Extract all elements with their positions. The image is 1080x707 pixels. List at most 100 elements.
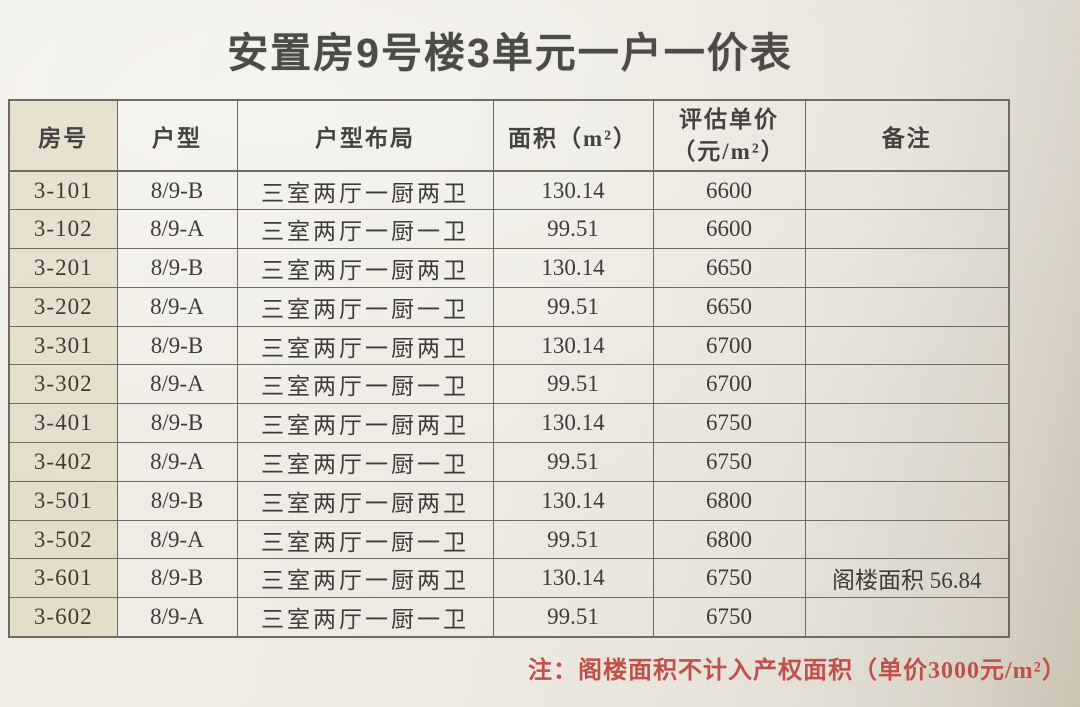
header-price: 评估单价 （元/m²） bbox=[652, 99, 806, 172]
cell-price: 6750 bbox=[652, 403, 806, 444]
cell-remark: 阁楼面积 56.84 bbox=[804, 558, 1010, 599]
cell-layout: 三室两厅一厨一卫 bbox=[236, 364, 494, 405]
table-row: 3-202 8/9-A 三室两厅一厨一卫 99.51 6650 bbox=[8, 286, 1010, 327]
cell-area: 130.14 bbox=[492, 170, 654, 211]
cell-type: 8/9-B bbox=[116, 248, 238, 288]
cell-layout: 三室两厅一厨两卫 bbox=[236, 248, 494, 288]
header-room: 房号 bbox=[8, 99, 118, 172]
header-row: 房号 户型 户型布局 面积（m²） 评估单价 （元/m²） 备注 bbox=[8, 99, 1010, 172]
table-row: 3-402 8/9-A 三室两厅一厨一卫 99.51 6750 bbox=[8, 442, 1010, 482]
table-body: 3-101 8/9-B 三室两厅一厨两卫 130.14 6600 3-102 8… bbox=[8, 170, 1010, 638]
cell-price: 6700 bbox=[652, 325, 806, 366]
cell-area: 99.51 bbox=[492, 209, 654, 250]
table-row: 3-301 8/9-B 三室两厅一厨两卫 130.14 6700 bbox=[8, 325, 1010, 366]
cell-remark bbox=[804, 209, 1010, 250]
header-remark: 备注 bbox=[804, 99, 1010, 172]
cell-type: 8/9-A bbox=[116, 442, 238, 482]
cell-remark bbox=[804, 519, 1010, 560]
header-area: 面积（m²） bbox=[492, 99, 654, 172]
cell-room: 3-101 bbox=[8, 170, 118, 211]
cell-price: 6600 bbox=[652, 170, 806, 211]
cell-price: 6750 bbox=[652, 597, 806, 638]
cell-room: 3-402 bbox=[8, 442, 118, 482]
cell-layout: 三室两厅一厨两卫 bbox=[236, 558, 494, 599]
table-row: 3-201 8/9-B 三室两厅一厨两卫 130.14 6650 bbox=[8, 248, 1010, 288]
cell-layout: 三室两厅一厨一卫 bbox=[236, 442, 494, 482]
page-title: 安置房9号楼3单元一户一价表 bbox=[227, 30, 793, 76]
cell-remark bbox=[804, 364, 1010, 405]
cell-price: 6750 bbox=[652, 558, 806, 599]
table-row: 3-602 8/9-A 三室两厅一厨一卫 99.51 6750 bbox=[8, 597, 1010, 638]
cell-layout: 三室两厅一厨两卫 bbox=[236, 325, 494, 366]
cell-area: 130.14 bbox=[492, 480, 654, 521]
cell-room: 3-202 bbox=[8, 286, 118, 327]
cell-price: 6800 bbox=[652, 480, 806, 521]
header-type: 户型 bbox=[116, 99, 238, 172]
cell-type: 8/9-B bbox=[116, 170, 238, 211]
cell-remark bbox=[804, 325, 1010, 366]
cell-layout: 三室两厅一厨一卫 bbox=[236, 597, 494, 638]
cell-area: 130.14 bbox=[492, 325, 654, 366]
cell-type: 8/9-B bbox=[116, 325, 238, 366]
cell-remark bbox=[804, 597, 1010, 638]
table-header: 房号 户型 户型布局 面积（m²） 评估单价 （元/m²） 备注 bbox=[8, 99, 1010, 172]
cell-area: 99.51 bbox=[492, 442, 654, 482]
cell-room: 3-501 bbox=[8, 480, 118, 521]
table-row: 3-601 8/9-B 三室两厅一厨两卫 130.14 6750 阁楼面积 56… bbox=[8, 558, 1010, 599]
cell-area: 130.14 bbox=[492, 403, 654, 444]
table-row: 3-101 8/9-B 三室两厅一厨两卫 130.14 6600 bbox=[8, 170, 1010, 211]
cell-layout: 三室两厅一厨两卫 bbox=[236, 480, 494, 521]
cell-remark bbox=[804, 442, 1010, 482]
cell-room: 3-301 bbox=[8, 325, 118, 366]
cell-room: 3-102 bbox=[8, 209, 118, 250]
cell-area: 99.51 bbox=[492, 286, 654, 327]
cell-remark bbox=[804, 170, 1010, 211]
header-price-line1: 评估单价 bbox=[679, 107, 779, 133]
cell-room: 3-602 bbox=[8, 597, 118, 638]
cell-area: 130.14 bbox=[492, 558, 654, 599]
cell-price: 6650 bbox=[652, 286, 806, 327]
cell-room: 3-302 bbox=[8, 364, 118, 405]
cell-price: 6650 bbox=[652, 248, 806, 288]
table-row: 3-302 8/9-A 三室两厅一厨一卫 99.51 6700 bbox=[8, 364, 1010, 405]
cell-layout: 三室两厅一厨一卫 bbox=[236, 519, 494, 560]
cell-price: 6700 bbox=[652, 364, 806, 405]
cell-remark bbox=[804, 480, 1010, 521]
cell-type: 8/9-A bbox=[116, 519, 238, 560]
header-layout: 户型布局 bbox=[236, 99, 494, 172]
cell-remark bbox=[804, 403, 1010, 444]
cell-room: 3-502 bbox=[8, 519, 118, 560]
cell-type: 8/9-A bbox=[116, 209, 238, 250]
cell-type: 8/9-B bbox=[116, 403, 238, 444]
cell-remark bbox=[804, 248, 1010, 288]
table-row: 3-501 8/9-B 三室两厅一厨两卫 130.14 6800 bbox=[8, 480, 1010, 521]
cell-room: 3-201 bbox=[8, 248, 118, 288]
cell-layout: 三室两厅一厨两卫 bbox=[236, 170, 494, 211]
cell-area: 130.14 bbox=[492, 248, 654, 288]
cell-area: 99.51 bbox=[492, 364, 654, 405]
cell-type: 8/9-A bbox=[116, 286, 238, 327]
cell-price: 6800 bbox=[652, 519, 806, 560]
cell-price: 6750 bbox=[652, 442, 806, 482]
table-row: 3-102 8/9-A 三室两厅一厨一卫 99.51 6600 bbox=[8, 209, 1010, 250]
cell-area: 99.51 bbox=[492, 597, 654, 638]
cell-room: 3-401 bbox=[8, 403, 118, 444]
footnote-text: 阁楼面积不计入产权面积（单价3000元/m²） bbox=[578, 658, 1067, 684]
cell-layout: 三室两厅一厨一卫 bbox=[236, 209, 494, 250]
cell-price: 6600 bbox=[652, 209, 806, 250]
cell-type: 8/9-A bbox=[116, 364, 238, 405]
footnote-prefix: 注： bbox=[528, 658, 578, 684]
cell-layout: 三室两厅一厨两卫 bbox=[236, 403, 494, 444]
table-row: 3-502 8/9-A 三室两厅一厨一卫 99.51 6800 bbox=[8, 519, 1010, 560]
cell-type: 8/9-A bbox=[116, 597, 238, 638]
price-table: 房号 户型 户型布局 面积（m²） 评估单价 （元/m²） 备注 3-101 8… bbox=[8, 99, 1010, 638]
header-price-line2: （元/m²） bbox=[672, 138, 786, 164]
cell-room: 3-601 bbox=[8, 558, 118, 599]
cell-type: 8/9-B bbox=[116, 558, 238, 599]
cell-remark bbox=[804, 286, 1010, 327]
footnote: 注：阁楼面积不计入产权面积（单价3000元/m²） bbox=[528, 650, 1067, 685]
cell-type: 8/9-B bbox=[116, 480, 238, 521]
cell-area: 99.51 bbox=[492, 519, 654, 560]
cell-layout: 三室两厅一厨一卫 bbox=[236, 286, 494, 327]
